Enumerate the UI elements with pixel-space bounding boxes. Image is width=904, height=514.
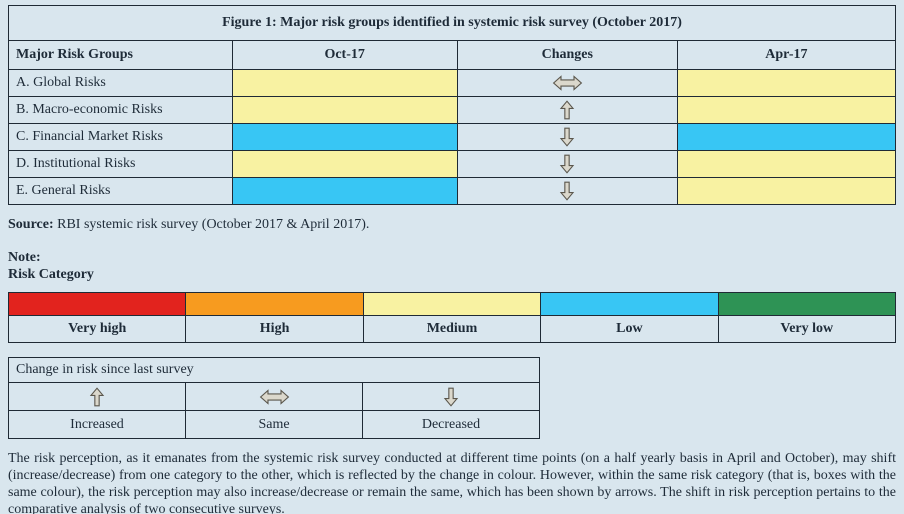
- note-block: Note: Risk Category: [8, 249, 896, 283]
- legend-label: Low: [540, 315, 719, 343]
- legend-label: Very high: [7, 315, 187, 343]
- change-cell: [456, 69, 678, 97]
- up-arrow-icon: [560, 100, 575, 120]
- table-header-row: Major Risk Groups Oct-17 Changes Apr-17: [8, 40, 897, 70]
- change-legend-arrow-cell: [362, 382, 540, 411]
- risk-category-legend: Very high High Medium Low Very low: [7, 292, 897, 343]
- risk-category-label: Risk Category: [8, 267, 94, 282]
- legend-color-swatch-very_low: [717, 292, 897, 316]
- apr17-cell: [676, 123, 897, 151]
- source-label: Source:: [8, 217, 54, 232]
- oct17-cell: [231, 177, 458, 205]
- legend-color-swatch-very_high: [7, 292, 187, 316]
- change-legend-label: Same: [185, 410, 363, 439]
- down-arrow-icon: [443, 387, 459, 407]
- oct17-cell: [231, 96, 458, 124]
- change-cell: [456, 150, 678, 178]
- left-right-arrow-icon: [259, 388, 289, 405]
- change-cell: [456, 177, 678, 205]
- table-row: C. Financial Market Risks: [8, 123, 897, 151]
- column-header-apr17: Apr-17: [676, 40, 897, 70]
- legend-color-swatch-high: [185, 292, 364, 316]
- change-arrow-icon: [559, 126, 575, 148]
- change-legend-title: Change in risk since last survey: [8, 357, 540, 383]
- column-header-oct17: Oct-17: [231, 40, 458, 70]
- risk-group-label: E. General Risks: [8, 177, 233, 205]
- change-legend-label-row: Increased Same Decreased: [8, 410, 540, 439]
- risk-group-label: B. Macro-economic Risks: [8, 96, 233, 124]
- change-legend-title-row: Change in risk since last survey: [8, 357, 540, 383]
- table-row: B. Macro-economic Risks: [8, 96, 897, 124]
- footnote-paragraph: The risk perception, as it emanates from…: [8, 451, 896, 514]
- risk-groups-table: Figure 1: Major risk groups identified i…: [8, 5, 897, 205]
- legend-color-swatch-low: [540, 292, 719, 316]
- risk-group-label: D. Institutional Risks: [8, 150, 233, 178]
- oct17-cell: [231, 69, 458, 97]
- change-cell: [456, 96, 678, 124]
- change-arrow-icon: [559, 99, 575, 121]
- legend-color-band-row: [7, 292, 897, 316]
- risk-table-body: A. Global Risks B. Macro-economic Risks …: [8, 69, 897, 205]
- change-arrow-icon: [559, 153, 575, 175]
- change-legend-arrow-cell: [8, 382, 186, 411]
- table-row: E. General Risks: [8, 177, 897, 205]
- figure-title: Figure 1: Major risk groups identified i…: [8, 5, 896, 41]
- apr17-cell: [676, 177, 897, 205]
- apr17-cell: [676, 150, 897, 178]
- table-title-row: Figure 1: Major risk groups identified i…: [8, 5, 896, 41]
- left-right-arrow-icon: [552, 75, 583, 91]
- legend-label-row: Very high High Medium Low Very low: [7, 315, 897, 343]
- oct17-cell: [231, 150, 458, 178]
- legend-label: Medium: [362, 315, 542, 343]
- change-legend-label: Decreased: [362, 410, 540, 439]
- change-legend-label: Increased: [8, 410, 186, 439]
- legend-label: High: [185, 315, 364, 343]
- source-text: RBI systemic risk survey (October 2017 &…: [53, 217, 370, 232]
- down-arrow-icon: [560, 127, 575, 147]
- column-header-risk-groups: Major Risk Groups: [8, 40, 233, 70]
- apr17-cell: [676, 69, 897, 97]
- change-legend-table: Change in risk since last survey Increas…: [8, 357, 540, 439]
- risk-group-label: C. Financial Market Risks: [8, 123, 233, 151]
- change-cell: [456, 123, 678, 151]
- change-arrow-icon: [559, 180, 575, 202]
- change-legend-arrow-cell: [185, 382, 363, 411]
- down-arrow-icon: [560, 181, 575, 201]
- down-arrow-icon: [560, 154, 575, 174]
- table-row: A. Global Risks: [8, 69, 897, 97]
- source-line: Source: RBI systemic risk survey (Octobe…: [8, 216, 896, 233]
- up-arrow-icon: [89, 386, 105, 406]
- legend-label: Very low: [717, 315, 897, 343]
- change-arrow-icon: [552, 74, 583, 92]
- risk-group-label: A. Global Risks: [8, 69, 233, 97]
- column-header-changes: Changes: [456, 40, 678, 70]
- legend-color-swatch-medium: [362, 292, 542, 316]
- apr17-cell: [676, 96, 897, 124]
- note-label: Note:: [8, 250, 41, 265]
- oct17-cell: [231, 123, 458, 151]
- table-row: D. Institutional Risks: [8, 150, 897, 178]
- change-legend-arrow-row: [8, 382, 540, 411]
